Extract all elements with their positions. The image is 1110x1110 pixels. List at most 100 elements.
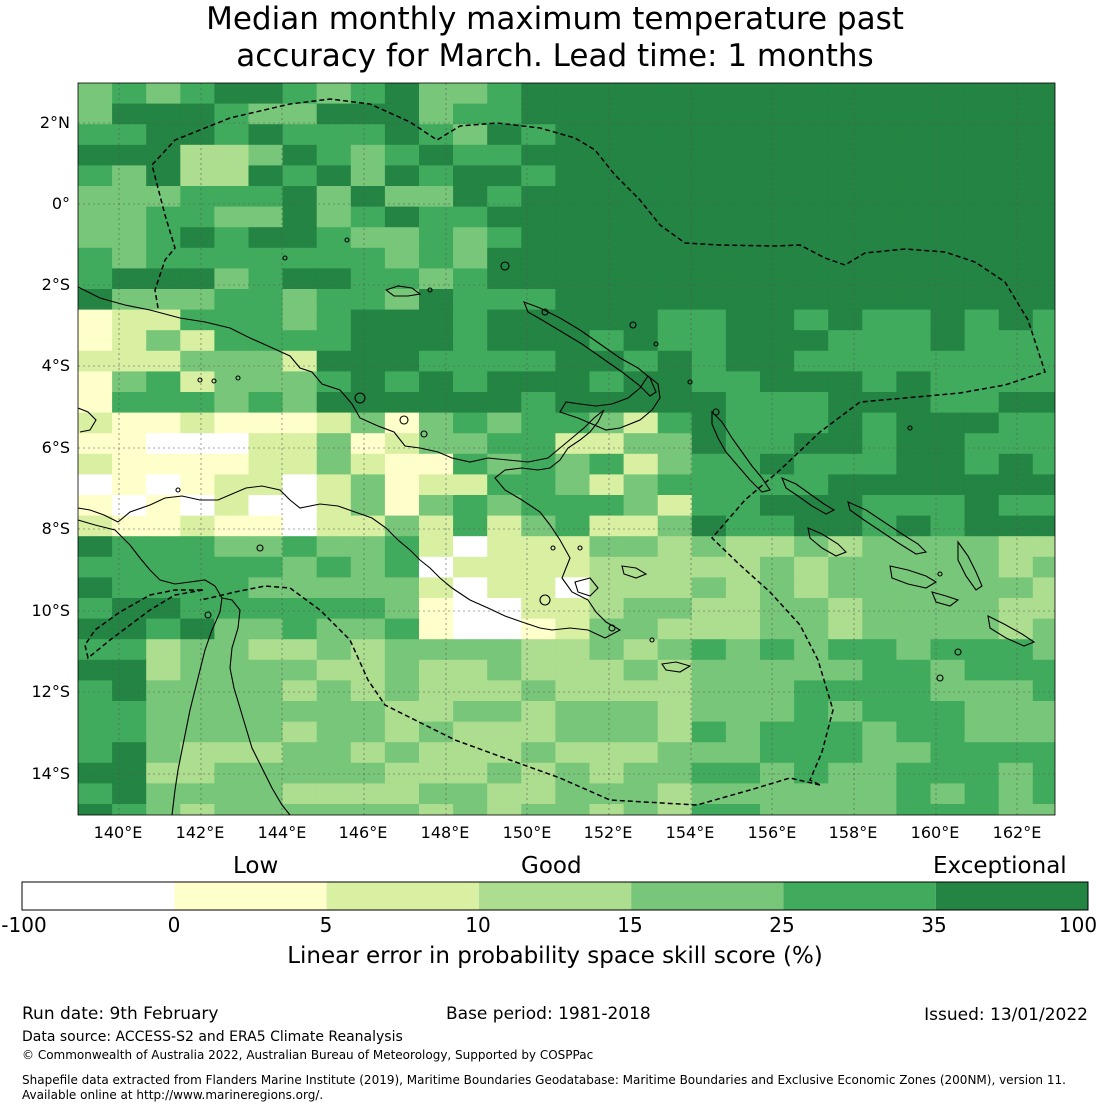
grid-cell bbox=[998, 618, 1034, 640]
grid-cell bbox=[794, 247, 829, 269]
coastline-malaita bbox=[957, 540, 983, 591]
grid-cell bbox=[828, 371, 863, 393]
eez-png-north bbox=[151, 98, 1046, 786]
grid-cell bbox=[180, 742, 215, 764]
grid-cell bbox=[862, 412, 897, 434]
grid-cell bbox=[146, 453, 181, 475]
grid-cell bbox=[419, 433, 454, 455]
grid-cell bbox=[760, 433, 795, 455]
grid-cell bbox=[78, 309, 113, 331]
coastline-new-georgia bbox=[807, 527, 847, 557]
grid-cell bbox=[930, 392, 966, 414]
grid-cell bbox=[623, 659, 659, 681]
grid-cell bbox=[725, 83, 761, 105]
grid-cell bbox=[419, 83, 454, 105]
grid-cell bbox=[146, 247, 181, 269]
grid-cell bbox=[862, 783, 897, 805]
grid-cell bbox=[964, 289, 1000, 311]
grid-cell bbox=[930, 268, 966, 290]
coastline-manus bbox=[384, 285, 422, 297]
grid-cell bbox=[794, 762, 829, 784]
grid-cell bbox=[964, 144, 1000, 166]
grid-cell bbox=[998, 659, 1034, 681]
skill-score-grid bbox=[78, 83, 1055, 815]
grid-cell bbox=[78, 206, 113, 228]
grid-cell bbox=[146, 618, 181, 640]
grid-cell bbox=[146, 309, 181, 331]
grid-cell bbox=[146, 144, 181, 166]
grid-cell bbox=[794, 639, 829, 661]
grid-cell bbox=[282, 227, 318, 249]
grid-cell bbox=[316, 556, 352, 578]
coastline-new-guinea bbox=[77, 286, 622, 639]
grid-cell bbox=[691, 598, 727, 620]
grid-cell bbox=[657, 247, 693, 269]
grid-cell bbox=[1032, 371, 1055, 393]
grid-cell bbox=[248, 371, 284, 393]
grid-cell bbox=[589, 309, 625, 331]
grid-cell bbox=[1032, 309, 1055, 331]
grid-cell bbox=[146, 186, 181, 208]
grid-cell bbox=[964, 536, 1000, 558]
grid-cell bbox=[78, 742, 113, 764]
grid-cell bbox=[316, 412, 352, 434]
grid-cell bbox=[112, 350, 147, 372]
grid-cell bbox=[78, 144, 113, 166]
grid-cell bbox=[930, 103, 966, 125]
grid-cell bbox=[453, 371, 488, 393]
grid-cell bbox=[623, 474, 659, 496]
grid-cell bbox=[453, 639, 488, 661]
grid-cell bbox=[862, 453, 897, 475]
grid-cell bbox=[1032, 495, 1055, 517]
grid-cell bbox=[248, 474, 284, 496]
grid-cell bbox=[1032, 453, 1055, 475]
grid-cell bbox=[794, 186, 829, 208]
graticule bbox=[78, 83, 1055, 815]
grid-cell bbox=[350, 536, 386, 558]
grid-cell bbox=[180, 247, 215, 269]
grid-cell bbox=[453, 227, 488, 249]
lon-tick-156E: 156°E bbox=[747, 823, 797, 842]
grid-cell bbox=[623, 247, 659, 269]
grid-cell bbox=[78, 83, 113, 105]
grid-cell bbox=[453, 577, 488, 599]
grid-cell bbox=[112, 762, 147, 784]
grid-cell bbox=[419, 804, 454, 815]
grid-cell bbox=[180, 515, 215, 537]
grid-cell bbox=[214, 515, 249, 537]
grid-cell bbox=[487, 556, 522, 578]
grid-cell bbox=[555, 742, 590, 764]
grid-cell bbox=[725, 330, 761, 352]
lon-tick-146E: 146°E bbox=[338, 823, 388, 842]
grid-cell bbox=[828, 350, 863, 372]
grid-cell bbox=[112, 268, 147, 290]
grid-cell bbox=[487, 412, 522, 434]
grid-cell bbox=[657, 350, 693, 372]
grid-cell bbox=[555, 783, 590, 805]
grid-cell bbox=[384, 495, 420, 517]
grid-cell bbox=[248, 103, 284, 125]
grid-cell bbox=[589, 556, 625, 578]
grid-cell bbox=[419, 680, 454, 702]
grid-cell bbox=[78, 227, 113, 249]
grid-cell bbox=[998, 598, 1034, 620]
grid-cell bbox=[214, 618, 249, 640]
grid-cell bbox=[998, 556, 1034, 578]
grid-cell bbox=[623, 227, 659, 249]
grid-cell bbox=[78, 701, 113, 723]
grid-cell bbox=[589, 495, 625, 517]
grid-cell bbox=[760, 618, 795, 640]
grid-cell bbox=[589, 124, 625, 146]
grid-cell bbox=[998, 289, 1034, 311]
grid-cell bbox=[623, 577, 659, 599]
grid-cell bbox=[384, 227, 420, 249]
grid-cell bbox=[521, 433, 556, 455]
grid-cell bbox=[316, 350, 352, 372]
grid-cell bbox=[555, 309, 590, 331]
grid-cell bbox=[691, 453, 727, 475]
lat-tick-12S: 12°S bbox=[31, 682, 70, 701]
grid-cell bbox=[521, 144, 556, 166]
grid-cell bbox=[964, 598, 1000, 620]
grid-cell bbox=[794, 783, 829, 805]
grid-cell bbox=[214, 289, 249, 311]
